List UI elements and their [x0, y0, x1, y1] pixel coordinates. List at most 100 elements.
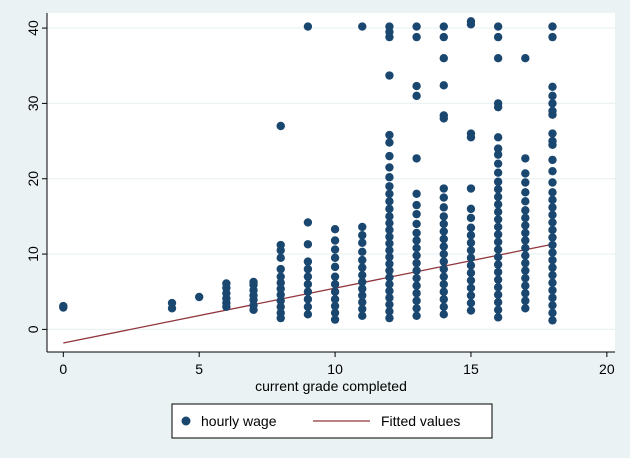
scatter-point-229	[548, 155, 557, 165]
scatter-point-178	[493, 177, 503, 186]
scatter-point-50	[330, 253, 340, 263]
scatter-point-215	[548, 270, 557, 280]
scatter-point-137	[439, 81, 448, 90]
scatter-point-24	[276, 278, 285, 287]
scatter-point-47	[330, 280, 340, 289]
scatter-point-157	[466, 129, 476, 138]
scatter-point-189	[521, 304, 530, 313]
scatter-point-151	[466, 231, 476, 240]
scatter-point-208	[521, 54, 530, 63]
scatter-point-44	[330, 301, 340, 311]
x-tick-label-5: 5	[195, 361, 203, 377]
scatter-point-163	[493, 290, 503, 299]
scatter-point-92	[385, 130, 394, 140]
scatter-point-97	[412, 311, 421, 321]
scatter-point-55	[358, 304, 367, 314]
scatter-point-155	[466, 184, 476, 193]
scatter-point-27	[276, 253, 285, 263]
scatter-point-209	[548, 316, 557, 325]
scatter-point-84	[385, 204, 394, 214]
scatter-point-190	[521, 296, 530, 305]
scatter-point-66	[358, 222, 367, 232]
scatter-point-107	[412, 236, 421, 245]
scatter-point-136	[439, 111, 448, 120]
scatter-point-216	[548, 263, 557, 272]
scatter-point-146	[466, 268, 476, 278]
x-tick-label-0: 0	[59, 361, 67, 377]
scatter-point-19	[276, 308, 285, 318]
scatter-point-232	[548, 129, 557, 138]
scatter-point-132	[439, 203, 448, 212]
scatter-point-117	[412, 22, 421, 31]
scatter-point-140	[439, 22, 448, 31]
scatter-point-67	[358, 22, 367, 31]
scatter-point-63	[358, 247, 367, 257]
scatter-point-199	[521, 228, 530, 238]
scatter-point-121	[439, 287, 448, 296]
scatter-point-51	[330, 245, 340, 254]
scatter-point-82	[385, 218, 394, 228]
y-axis-ticks: 0 10 20 30 40	[25, 20, 47, 333]
plot-area	[47, 13, 615, 352]
scatter-point-69	[385, 307, 394, 316]
scatter-point-26	[276, 264, 285, 274]
scatter-point-98	[412, 304, 421, 313]
scatter-point-109	[412, 219, 421, 229]
scatter-point-74	[385, 273, 394, 282]
scatter-point-165	[493, 275, 503, 284]
scatter-point-152	[466, 223, 476, 232]
scatter-point-142	[466, 298, 476, 308]
scatter-point-235	[548, 99, 557, 108]
gridlines	[47, 27, 615, 330]
scatter-point-49	[330, 262, 340, 272]
scatter-point-223	[548, 210, 557, 220]
scatter-point-198	[521, 236, 530, 245]
scatter-point-45	[330, 295, 340, 304]
legend: hourly wage Fitted values	[171, 403, 493, 439]
scatter-point-112	[412, 189, 421, 198]
scatter-point-124	[439, 264, 448, 274]
scatter-point-96	[385, 22, 394, 31]
scatter-point-201	[521, 213, 530, 223]
scatter-point-64	[358, 238, 367, 247]
scatter-point-145	[466, 276, 476, 285]
scatter-point-10	[222, 279, 231, 288]
x-axis-title: current grade completed	[255, 378, 407, 394]
scatter-point-65	[358, 231, 367, 240]
scatter-point-90	[385, 151, 394, 161]
scatter-point-85	[385, 197, 394, 206]
scatter-point-187	[493, 32, 503, 42]
y-tick-label-0: 0	[25, 325, 41, 333]
scatter-point-106	[412, 243, 421, 253]
scatter-point-148	[466, 253, 476, 263]
scatter-point-177	[493, 185, 503, 194]
scatter-point-100	[412, 289, 421, 298]
scatter-point-170	[493, 237, 503, 247]
scatter-point-68	[385, 313, 394, 323]
scatter-point-114	[412, 91, 421, 101]
scatter-point-111	[412, 200, 421, 210]
scatter-point-62	[358, 255, 367, 265]
scatter-point-40	[303, 218, 313, 227]
scatter-point-86	[385, 189, 394, 198]
scatter-point-237	[548, 82, 557, 92]
scatter-point-73	[385, 280, 394, 289]
scatter-point-43	[330, 308, 340, 318]
scatter-point-101	[412, 281, 421, 290]
scatter-point-159	[466, 17, 476, 26]
scatter-point-214	[548, 278, 557, 287]
scatter-point-149	[466, 246, 476, 255]
scatter-point-83	[385, 212, 394, 221]
scatter-point-131	[439, 212, 448, 221]
scatter-point-35	[303, 280, 313, 289]
scatter-point-72	[385, 286, 394, 296]
scatter-point-122	[439, 280, 448, 289]
scatter-point-116	[412, 32, 421, 42]
scatter-point-179	[493, 168, 503, 177]
scatter-point-79	[385, 239, 394, 248]
scatter-point-228	[548, 167, 557, 176]
scatter-point-46	[330, 287, 340, 296]
scatter-point-169	[493, 245, 503, 254]
scatter-point-183	[493, 133, 503, 142]
scatter-point-58	[358, 284, 367, 293]
